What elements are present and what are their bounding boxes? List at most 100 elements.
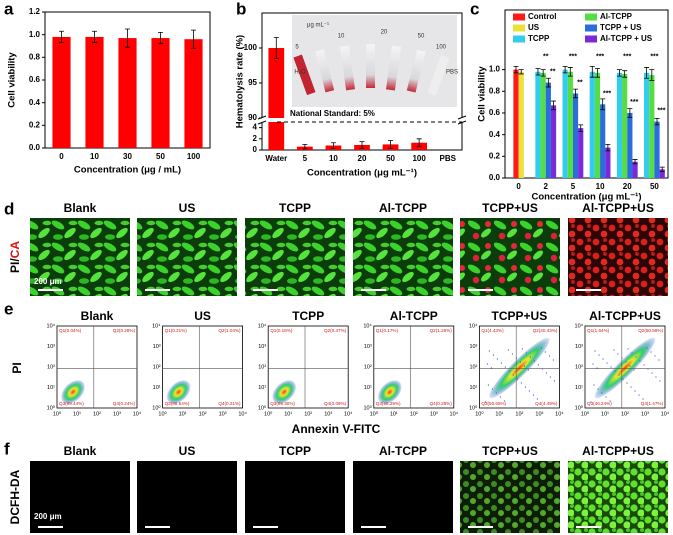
column-title: TCPP+US xyxy=(492,309,548,323)
significance: *** xyxy=(630,99,638,106)
x-tick-label: 10³ xyxy=(430,411,438,417)
x-tick-label: 10⁰ xyxy=(158,410,167,417)
y-tick-label: 10¹ xyxy=(575,385,583,391)
row-label: PI/CA xyxy=(8,241,22,273)
column-title: Al-TCPP xyxy=(379,201,427,215)
event xyxy=(626,382,628,384)
y-tick-label: 10³ xyxy=(47,344,55,350)
significance: ** xyxy=(577,79,583,86)
legend-swatch xyxy=(585,35,597,43)
legend-swatch xyxy=(585,24,597,32)
event xyxy=(642,398,644,400)
significance: *** xyxy=(569,53,577,60)
micrograph xyxy=(137,218,237,296)
y-tick-label: 0.8 xyxy=(489,86,501,95)
y-tick-label: 10⁰ xyxy=(47,404,56,411)
y-axis-label: Cell viability xyxy=(7,52,18,108)
bar xyxy=(562,69,568,178)
quadrant-label: Q1(4.43%) xyxy=(481,328,504,333)
y-tick-label: 90 xyxy=(248,113,257,122)
micrograph xyxy=(245,218,345,296)
column-title: TCPP xyxy=(279,201,311,215)
x-axis-label: Annexin V-FITC xyxy=(292,422,381,436)
y-tick-label: 10² xyxy=(575,364,583,370)
y-axis-label: Cell viability xyxy=(477,66,488,122)
x-tick-label: 10⁰ xyxy=(581,410,590,417)
event xyxy=(525,352,528,354)
quadrant-label: Q2(0.47%) xyxy=(324,328,347,333)
event xyxy=(495,392,497,394)
event xyxy=(610,366,612,368)
y-tick-label: 10¹ xyxy=(47,385,55,391)
error-bar xyxy=(654,117,660,126)
bar xyxy=(600,104,606,178)
error-bar xyxy=(359,141,365,149)
y-tick-label: 10³ xyxy=(258,344,266,350)
x-tick-label: 5 xyxy=(303,154,308,163)
y-tick-label: 10⁰ xyxy=(363,404,372,411)
event xyxy=(545,372,548,374)
y-tick-label: 10¹ xyxy=(469,385,477,391)
x-tick-label: 10³ xyxy=(324,411,332,417)
event xyxy=(492,354,494,356)
event xyxy=(593,384,595,386)
x-tick-label: PBS xyxy=(439,154,456,163)
error-bar xyxy=(416,138,422,148)
y-tick-label: 10⁴ xyxy=(258,322,267,329)
event xyxy=(617,353,619,355)
column-title: Al-TCPP xyxy=(379,444,427,458)
y-tick-label: 10² xyxy=(153,364,161,370)
x-tick-label: 10⁴ xyxy=(133,410,142,417)
panel-label: b xyxy=(236,0,246,18)
event xyxy=(655,376,657,378)
y-tick-label: 1.0 xyxy=(29,30,41,39)
bar xyxy=(518,71,524,178)
error-bar xyxy=(302,144,308,150)
event xyxy=(491,388,493,390)
scale-bar-label: 200 μm xyxy=(34,512,62,521)
quadrant-label: Q1(0.17%) xyxy=(376,328,399,333)
event xyxy=(633,369,635,371)
y-axis-label: Hematolysis rate (%) xyxy=(235,35,246,128)
micrograph xyxy=(245,461,345,533)
error-bar xyxy=(578,124,584,132)
micrograph xyxy=(353,218,453,296)
event xyxy=(651,372,653,374)
quadrant-label: Q4(1.47%) xyxy=(641,401,664,406)
y-tick-label: 10⁴ xyxy=(363,322,372,329)
plot-frame xyxy=(162,325,244,409)
panel-label: c xyxy=(470,0,479,18)
y-tick-label: 0.2 xyxy=(489,151,501,160)
error-bar xyxy=(540,69,546,77)
quadrant-label: Q3(98.54%) xyxy=(165,401,190,406)
x-tick-label: 10 xyxy=(329,154,338,163)
quadrant-label: Q4(4.49%) xyxy=(535,401,558,406)
x-tick-label: 10² xyxy=(304,411,312,417)
column-title: US xyxy=(194,309,211,323)
bar xyxy=(151,38,170,148)
event xyxy=(634,390,636,392)
error-bar xyxy=(562,65,568,74)
x-tick-label: 10⁰ xyxy=(475,410,484,417)
error-bar xyxy=(594,68,600,78)
bar xyxy=(649,75,655,178)
scale-bar-label: 200 μm xyxy=(34,277,62,286)
legend-label: US xyxy=(528,23,540,32)
quadrant-label: Q3(50.65%) xyxy=(481,401,506,406)
x-tick-label: 5 xyxy=(571,182,576,191)
x-tick-label: 0 xyxy=(516,182,521,191)
micrograph xyxy=(137,461,237,533)
x-tick-label: 10¹ xyxy=(390,411,398,417)
x-tick-label: 10 xyxy=(596,182,605,191)
micrograph xyxy=(460,218,560,296)
bar xyxy=(616,72,623,178)
error-bar xyxy=(513,65,519,74)
event xyxy=(504,366,506,368)
column-title: US xyxy=(179,444,196,458)
row-label: DCFH-DA xyxy=(8,469,22,524)
event xyxy=(488,350,490,352)
event xyxy=(638,394,640,396)
bar xyxy=(659,169,665,178)
x-tick-label: 20 xyxy=(358,154,367,163)
